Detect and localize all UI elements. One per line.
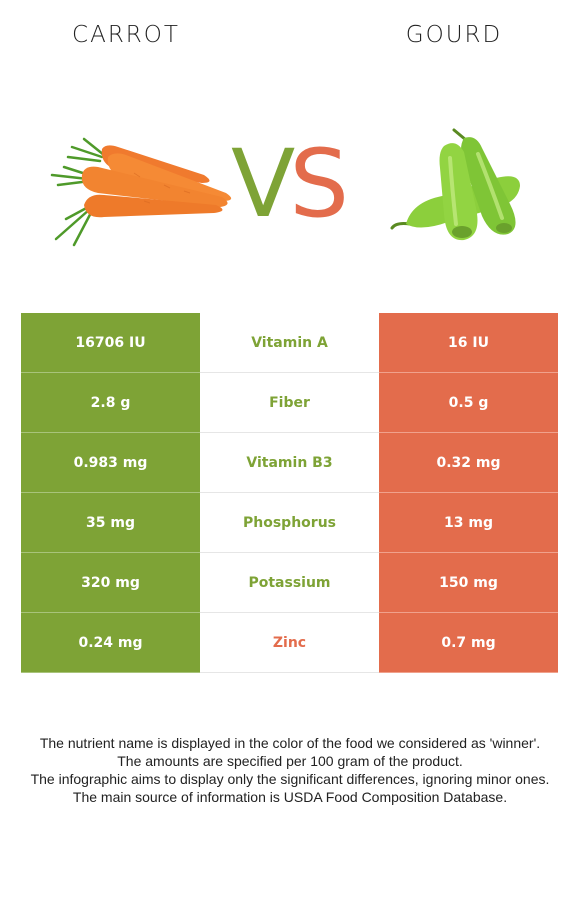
nutrient-name: Phosphorus	[200, 492, 379, 553]
gourd-illustration	[390, 128, 520, 241]
right-food-title: GOURD	[405, 22, 503, 48]
vs-label: VS	[222, 135, 352, 235]
left-value: 35 mg	[21, 492, 200, 553]
note-per-100g: The amounts are specified per 100 gram o…	[117, 753, 463, 769]
right-value: 150 mg	[379, 552, 558, 613]
nutrient-row: 35 mg Phosphorus 13 mg	[21, 492, 558, 553]
left-food-title: CARROT	[72, 22, 180, 48]
note-data-source: The main source of information is USDA F…	[72, 789, 508, 805]
left-value: 320 mg	[21, 552, 200, 613]
right-value: 0.5 g	[379, 372, 558, 433]
left-value: 2.8 g	[21, 372, 200, 433]
right-value: 0.32 mg	[379, 432, 558, 493]
carrot-illustration	[50, 137, 232, 247]
left-value: 0.24 mg	[21, 612, 200, 673]
nutrient-name: Vitamin B3	[200, 432, 379, 493]
vs-s-letter: S	[289, 130, 349, 239]
right-value: 16 IU	[379, 313, 558, 373]
left-value: 16706 IU	[21, 313, 200, 373]
nutrient-row: 2.8 g Fiber 0.5 g	[21, 372, 558, 433]
note-winner-color: The nutrient name is displayed in the co…	[39, 735, 541, 751]
right-value: 13 mg	[379, 492, 558, 553]
nutrient-row: 16706 IU Vitamin A 16 IU	[21, 313, 558, 373]
nutrient-name: Vitamin A	[200, 313, 379, 373]
right-value: 0.7 mg	[379, 612, 558, 673]
left-value: 0.983 mg	[21, 432, 200, 493]
nutrient-row: 0.24 mg Zinc 0.7 mg	[21, 612, 558, 673]
nutrient-name: Zinc	[200, 612, 379, 673]
nutrient-row: 0.983 mg Vitamin B3 0.32 mg	[21, 432, 558, 493]
comparison-table: 16706 IU Vitamin A 16 IU 2.8 g Fiber 0.5 g 0.9…	[21, 313, 558, 673]
nutrient-row: 320 mg Potassium 150 mg	[21, 552, 558, 613]
note-significant-differences: The infographic aims to display only the…	[30, 771, 550, 787]
vs-v-letter: V	[231, 130, 295, 239]
footnotes: The nutrient name is displayed in the co…	[20, 734, 560, 806]
nutrient-name: Potassium	[200, 552, 379, 613]
nutrient-name: Fiber	[200, 372, 379, 433]
